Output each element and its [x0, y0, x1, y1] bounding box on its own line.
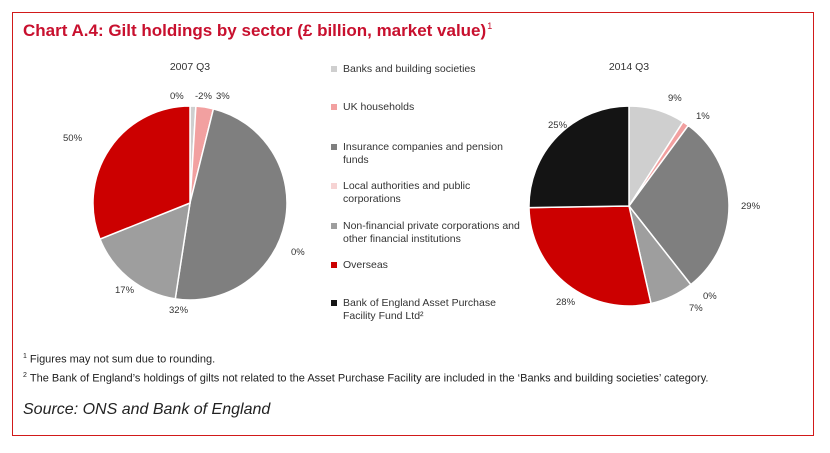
pie-data-label: 17%	[115, 285, 135, 296]
pie-chart: 2007 Q3 -2% 3% 50% 0% 17% 32% 0%	[63, 61, 305, 316]
footnote-1-text: Figures may not sum due to rounding.	[29, 353, 216, 366]
legend-swatch	[331, 183, 337, 189]
chart-panel: Chart A.4: Gilt holdings by sector (£ bi…	[12, 12, 814, 436]
pie-data-label: -2%	[195, 91, 212, 102]
pie-title: 2007 Q3	[170, 61, 210, 73]
pie-charts: 2007 Q3 -2% 3% 50% 0% 17% 32% 0% 2014 Q3 9% 1% 29% 0…	[63, 61, 761, 316]
title-footnote-mark: 1	[487, 21, 493, 32]
legend-item: Non-financial private corporations and o…	[331, 220, 521, 246]
pie-slice	[174, 107, 288, 301]
legend-item: Bank of England Asset Purchase Facility …	[331, 297, 521, 323]
legend-item: Insurance companies and pension funds	[331, 141, 521, 167]
pie-data-label: 32%	[169, 305, 189, 316]
pie-slice	[528, 105, 630, 209]
footnote-2-mark: 2	[23, 372, 27, 379]
pie-data-label: 0%	[703, 291, 717, 302]
pie-slice	[92, 105, 191, 241]
pie-data-label: 1%	[696, 111, 710, 122]
legend-label: UK households	[343, 101, 415, 113]
pie-data-label: 50%	[63, 133, 83, 144]
legend-item: UK households	[331, 101, 521, 114]
pie-data-label: 25%	[548, 120, 568, 131]
pie-data-label: 28%	[556, 297, 576, 308]
legend-item: Banks and building societies	[331, 63, 521, 76]
legend-swatch	[331, 262, 337, 268]
pie-data-label: 0%	[291, 247, 305, 258]
legend-label: Bank of England Asset Purchase Facility …	[343, 297, 496, 322]
pie-data-label: 3%	[216, 91, 230, 102]
footnote-2: 2 The Bank of England’s holdings of gilts…	[23, 372, 708, 385]
pie-data-label: 9%	[668, 93, 682, 104]
pie-data-label: 7%	[689, 303, 703, 314]
legend-label: Overseas	[343, 259, 388, 271]
legend-swatch	[331, 300, 337, 306]
chart-title: Chart A.4: Gilt holdings by sector (£ bi…	[23, 21, 492, 41]
source-note: Source: ONS and Bank of England	[23, 401, 271, 418]
pie-title: 2014 Q3	[609, 61, 649, 73]
footnote-1: 1 Figures may not sum due to rounding.	[23, 353, 215, 366]
pie-data-label: 0%	[170, 91, 184, 102]
legend-item: Local authorities and public corporation…	[331, 180, 521, 206]
legend-label: Banks and building societies	[343, 63, 476, 75]
legend-swatch	[331, 223, 337, 229]
pie-data-label: 29%	[741, 201, 761, 212]
legend-swatch	[331, 66, 337, 72]
footnote-1-mark: 1	[23, 353, 27, 360]
pie-chart: 2014 Q3 9% 1% 29% 0%7% 28% 25%	[528, 61, 761, 314]
legend-label: Insurance companies and pension funds	[343, 141, 503, 166]
pie-slice	[628, 124, 730, 286]
pie-slice	[528, 205, 652, 307]
footnote-2-text: The Bank of England’s holdings of gilts …	[29, 372, 709, 385]
legend-item: Overseas	[331, 259, 521, 272]
legend-swatch	[331, 104, 337, 110]
legend-label: Local authorities and public corporation…	[343, 180, 471, 205]
chart-title-text: Chart A.4: Gilt holdings by sector (£ bi…	[23, 21, 487, 40]
pie-slice	[98, 201, 191, 300]
legend-label: Non-financial private corporations and o…	[343, 220, 520, 245]
legend-swatch	[331, 144, 337, 150]
